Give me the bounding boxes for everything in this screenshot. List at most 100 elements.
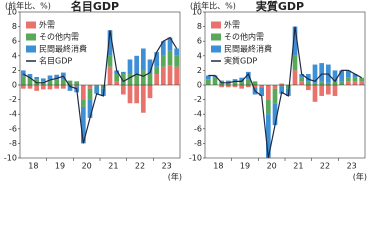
y-tick-label: 6 [197,37,202,46]
bar-segment [134,55,139,75]
bar-segment [27,74,33,78]
bar-segment [87,88,93,100]
x-tick-label: 23 [347,162,357,171]
bar-segment [127,85,133,104]
y-axis-label: (前年比、%) [190,1,236,11]
bar-segment [259,87,264,96]
line [208,26,362,159]
chart-title: 名目GDP [71,0,119,13]
y-tick-label: 2 [12,66,17,75]
bar-segment [312,85,318,102]
bar-segment [326,85,331,95]
bar-segment [21,76,26,85]
x-tick-label: 20 [267,162,277,171]
bar-segment [292,55,298,71]
bar-segment [41,85,46,90]
bar-segment [147,85,153,99]
y-axis-label: (前年比、%) [5,1,51,11]
bar-segment [107,66,113,85]
bar-segment [252,85,258,88]
bar-segment [47,75,53,80]
bar-segment [34,85,39,91]
bar-segment [121,74,126,85]
bar-segment [232,79,238,82]
bar-segment [339,81,344,85]
bar-segment [239,77,244,82]
bar-segment [272,88,278,104]
y-tick-label: 8 [197,22,202,31]
bar-segment [346,77,351,82]
bar-segment [246,85,251,88]
bar-segment [167,37,173,51]
bar-segment [279,85,284,87]
bar-segment [266,99,271,115]
y-tick-label: 6 [12,37,17,46]
bar-segment [141,70,146,85]
x-tick-label: 19 [240,162,250,171]
bar-segment [306,85,311,91]
y-tick-label: -10 [4,154,17,163]
bar-segment [27,85,33,89]
bar-segment [266,114,271,158]
bar-segment [114,74,119,82]
bar-segment [219,80,224,82]
bar-segment [134,74,139,85]
bar-segment [147,74,153,85]
bar-segment [312,64,318,83]
x-tick-label: 18 [28,162,38,171]
bar-segment [174,48,179,56]
legend-swatch [211,45,221,53]
x-axis-label: (年) [168,172,182,182]
x-tick-label: 22 [135,162,145,171]
legend-swatch [211,33,221,41]
bar-segment [161,41,166,56]
bar-segment [226,80,231,83]
bar-segment [246,79,251,85]
legend-label: 外需 [224,20,240,30]
bar-segment [292,70,298,85]
bar-segment [127,59,133,75]
y-tick-label: -4 [9,110,17,119]
bar-segment [232,81,238,85]
bar-segment [114,70,119,75]
bar-segment [332,70,338,82]
y-tick-label: -2 [9,95,17,104]
bar-segment [306,74,311,82]
bar-segment [319,85,324,96]
bar-segment [141,85,146,113]
bar-segment [147,59,153,75]
legend-label: その他内需 [224,32,264,42]
bar-segment [47,85,53,90]
x-tick-label: 19 [55,162,65,171]
bar-segment [292,26,298,56]
bar-segment [114,81,119,85]
bar-segment [359,81,364,85]
bar-segment [219,85,224,88]
legend-label: 民間最終消費 [224,44,272,54]
x-axis-label: (年) [353,172,367,182]
y-tick-label: -6 [194,124,202,133]
x-tick-label: 22 [320,162,330,171]
y-tick-label: -10 [189,154,202,163]
bar-segment [306,81,311,85]
bar-segment [206,79,211,85]
bar-segment [272,85,278,89]
bar-segment [87,99,93,118]
bar-segment [212,75,218,78]
x-tick-label: 21 [108,162,118,171]
bar-segment [74,85,79,87]
bar-segment [286,85,291,89]
x-tick-label: 21 [293,162,303,171]
y-tick-label: 8 [12,22,17,31]
y-tick-label: 4 [12,51,17,60]
bar-segment [107,30,113,56]
bar-segment [21,70,26,77]
y-tick-label: -8 [9,139,17,148]
bar-segment [346,70,351,78]
bar-segment [121,85,126,95]
bar-segment [279,83,284,85]
legend-label: その他内需 [39,32,79,42]
bar-segment [34,76,39,80]
bar-segment [41,78,46,82]
bar-segment [81,99,86,107]
